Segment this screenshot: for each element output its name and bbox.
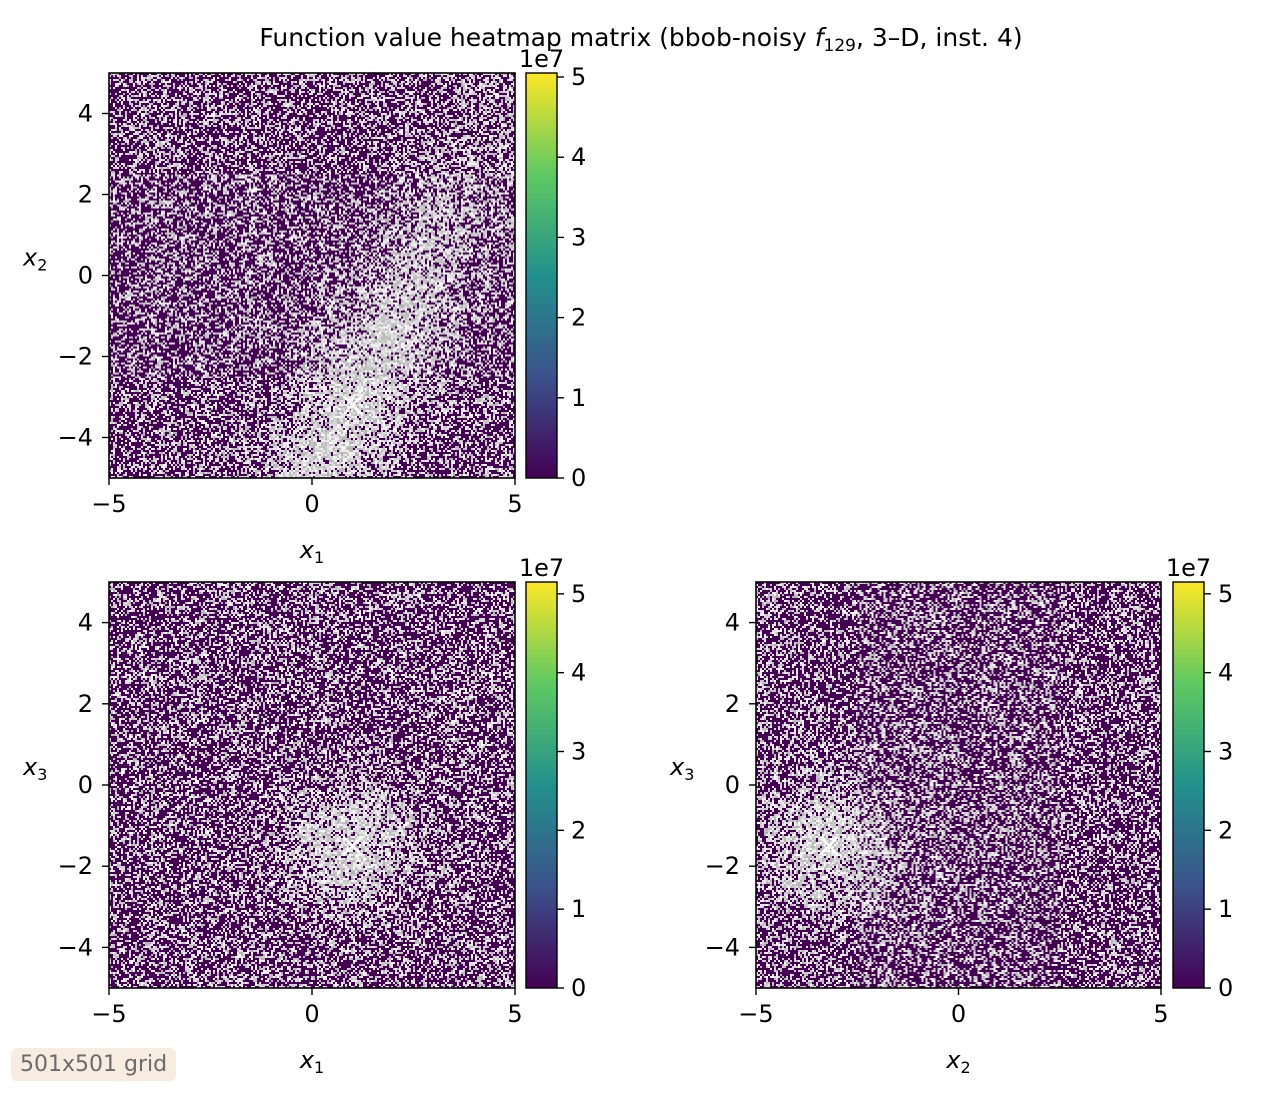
y-tick-label: 2 bbox=[78, 690, 93, 718]
figure-title-prefix: Function value heatmap matrix (bbob-nois… bbox=[259, 23, 814, 52]
y-tick-label: −2 bbox=[58, 852, 93, 880]
colorbar-tick-label: 1 bbox=[571, 895, 586, 923]
colorbar-tick-label: 1 bbox=[571, 384, 586, 412]
x-axis-label: x1 bbox=[299, 1046, 324, 1077]
colorbar-tick-label: 4 bbox=[1218, 659, 1233, 687]
colorbar-scale-label: 1e7 bbox=[1166, 554, 1211, 582]
colorbar-gradient bbox=[1172, 581, 1205, 989]
colorbar-tick-label: 5 bbox=[1218, 580, 1233, 608]
heatmap-image bbox=[109, 582, 515, 988]
y-tick-label: 0 bbox=[78, 262, 93, 290]
colorbar-tick-label: 4 bbox=[571, 659, 586, 687]
x-tick-label: 5 bbox=[507, 490, 522, 518]
optimum-marker bbox=[342, 395, 363, 415]
optimum-marker bbox=[819, 836, 839, 856]
y-tick-label: 4 bbox=[725, 609, 740, 637]
y-axis-label: x3 bbox=[669, 753, 694, 784]
colorbar-tick-label: 0 bbox=[571, 464, 586, 492]
y-tick-label: 2 bbox=[725, 690, 740, 718]
figure-title: Function value heatmap matrix (bbob-nois… bbox=[259, 23, 1022, 56]
y-tick-label: 2 bbox=[78, 181, 93, 209]
heatmap-image bbox=[109, 73, 515, 478]
heatmap-image bbox=[756, 582, 1161, 988]
colorbar-tick-label: 2 bbox=[571, 816, 586, 844]
y-tick-label: −4 bbox=[705, 933, 740, 961]
y-tick-label: 0 bbox=[725, 771, 740, 799]
colorbar-tick-label: 3 bbox=[571, 223, 586, 251]
x-tick-label: −5 bbox=[91, 490, 126, 518]
figure-title-suffix: , 3–D, inst. 4) bbox=[856, 23, 1023, 52]
colorbar-tick-label: 2 bbox=[1218, 816, 1233, 844]
colorbar-scale-label: 1e7 bbox=[519, 554, 564, 582]
colorbar-gradient bbox=[525, 72, 558, 479]
x-tick-label: −5 bbox=[91, 1000, 126, 1028]
colorbar-tick-label: 3 bbox=[1218, 737, 1233, 765]
colorbar-tick-label: 4 bbox=[571, 143, 586, 171]
colorbar-tick-label: 1 bbox=[1218, 895, 1233, 923]
colorbar-gradient bbox=[525, 581, 558, 989]
grid-size-badge: 501x501 grid bbox=[11, 1048, 177, 1081]
colorbar-scale-label: 1e7 bbox=[519, 45, 564, 73]
y-axis-label: x3 bbox=[22, 753, 47, 784]
x-tick-label: 0 bbox=[304, 1000, 319, 1028]
colorbar-tick-label: 0 bbox=[571, 974, 586, 1002]
y-tick-label: 4 bbox=[78, 100, 93, 128]
x-tick-label: −5 bbox=[738, 1000, 773, 1028]
x-axis-label: x2 bbox=[945, 1046, 970, 1077]
x-tick-label: 0 bbox=[951, 1000, 966, 1028]
x-tick-label: 0 bbox=[304, 490, 319, 518]
y-tick-label: 4 bbox=[78, 609, 93, 637]
x-tick-label: 5 bbox=[1153, 1000, 1168, 1028]
y-tick-label: −2 bbox=[58, 343, 93, 371]
colorbar-tick-label: 5 bbox=[571, 63, 586, 91]
y-tick-label: −4 bbox=[58, 933, 93, 961]
optimum-marker bbox=[342, 836, 363, 856]
colorbar-tick-label: 3 bbox=[571, 737, 586, 765]
y-tick-label: −2 bbox=[705, 852, 740, 880]
colorbar-tick-label: 5 bbox=[571, 580, 586, 608]
x-tick-label: 5 bbox=[507, 1000, 522, 1028]
colorbar-tick-label: 0 bbox=[1218, 974, 1233, 1002]
x-axis-label: x1 bbox=[299, 536, 324, 567]
colorbar-tick-label: 2 bbox=[571, 304, 586, 332]
figure-title-func-sub: 129 bbox=[824, 36, 856, 56]
y-tick-label: 0 bbox=[78, 771, 93, 799]
y-axis-label: x2 bbox=[22, 244, 47, 275]
y-tick-label: −4 bbox=[58, 424, 93, 452]
